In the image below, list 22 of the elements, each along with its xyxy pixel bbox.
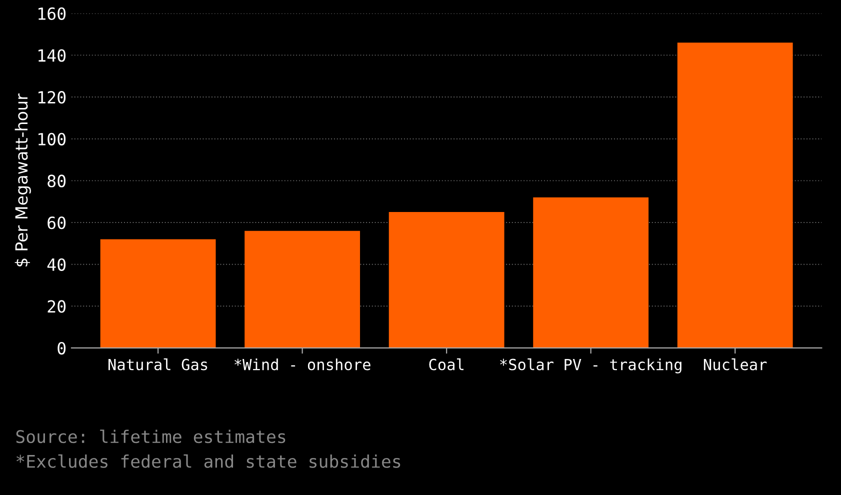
x-tick-label: Natural Gas — [108, 358, 208, 370]
bar — [100, 239, 216, 348]
bar — [677, 42, 793, 348]
source-note: Source: lifetime estimates — [16, 430, 286, 444]
bar — [533, 197, 649, 348]
x-tick-label: *Solar PV - tracking — [500, 358, 682, 374]
bar — [244, 230, 360, 348]
y-tick-label: 120 — [38, 91, 66, 104]
x-tick-label: *Wind - onshore — [234, 358, 370, 370]
x-tick-label: Coal — [429, 358, 464, 370]
y-axis-title: $ Per Megawatt-hour — [14, 94, 31, 266]
y-tick-label: 0 — [58, 342, 66, 355]
bar — [388, 212, 504, 348]
y-tick-label: 40 — [47, 258, 66, 271]
x-tick-label: Nuclear — [704, 358, 767, 370]
y-tick-label: 60 — [48, 216, 66, 230]
text: *Excludes federal and state subsidies — [16, 454, 400, 468]
y-tick-label: 160 — [38, 7, 66, 20]
y-tick-label: 80 — [48, 174, 66, 188]
y-tick-label: 20 — [48, 300, 66, 313]
y-tick-label: 140 — [38, 49, 66, 62]
y-tick-label: 100 — [38, 132, 66, 146]
